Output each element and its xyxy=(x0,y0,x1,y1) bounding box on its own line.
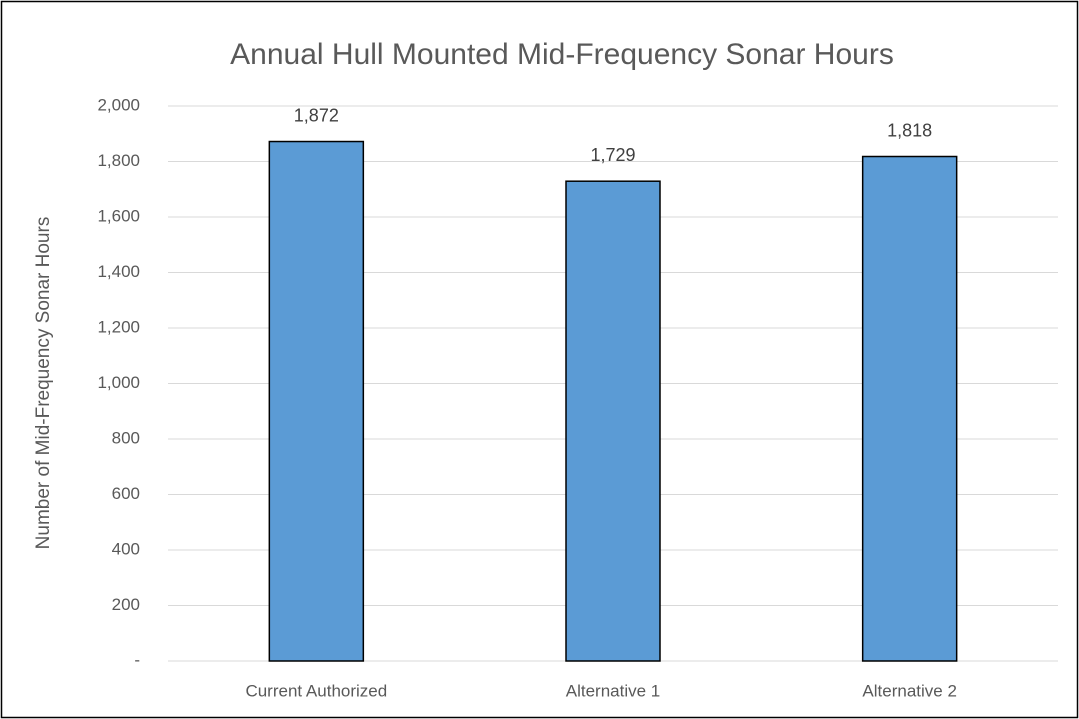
bar xyxy=(565,180,661,662)
bar xyxy=(268,140,365,662)
y-tick-label: 2,000 xyxy=(97,95,140,114)
y-tick-label: 1,600 xyxy=(97,206,140,225)
x-tick-label: Alternative 1 xyxy=(566,681,661,700)
x-tick-label: Alternative 2 xyxy=(862,681,957,700)
y-tick-label: 1,800 xyxy=(97,151,140,170)
y-axis-label: Number of Mid-Frequency Sonar Hours xyxy=(33,217,54,550)
y-tick-label: 600 xyxy=(112,484,140,503)
data-label: 1,729 xyxy=(590,145,635,165)
y-tick-label: 400 xyxy=(112,539,140,558)
y-tick-label: 1,000 xyxy=(97,373,140,392)
y-tick-label: 800 xyxy=(112,428,140,447)
y-tick-label: 1,400 xyxy=(97,262,140,281)
data-label: 1,872 xyxy=(294,105,339,125)
y-tick-label: 200 xyxy=(112,595,140,614)
y-tick-label: - xyxy=(134,650,140,669)
x-tick-label: Current Authorized xyxy=(245,681,387,700)
y-tick-label: 1,200 xyxy=(97,317,140,336)
data-label: 1,818 xyxy=(887,120,932,140)
chart-title: Annual Hull Mounted Mid-Frequency Sonar … xyxy=(230,38,894,71)
bar xyxy=(861,155,958,662)
